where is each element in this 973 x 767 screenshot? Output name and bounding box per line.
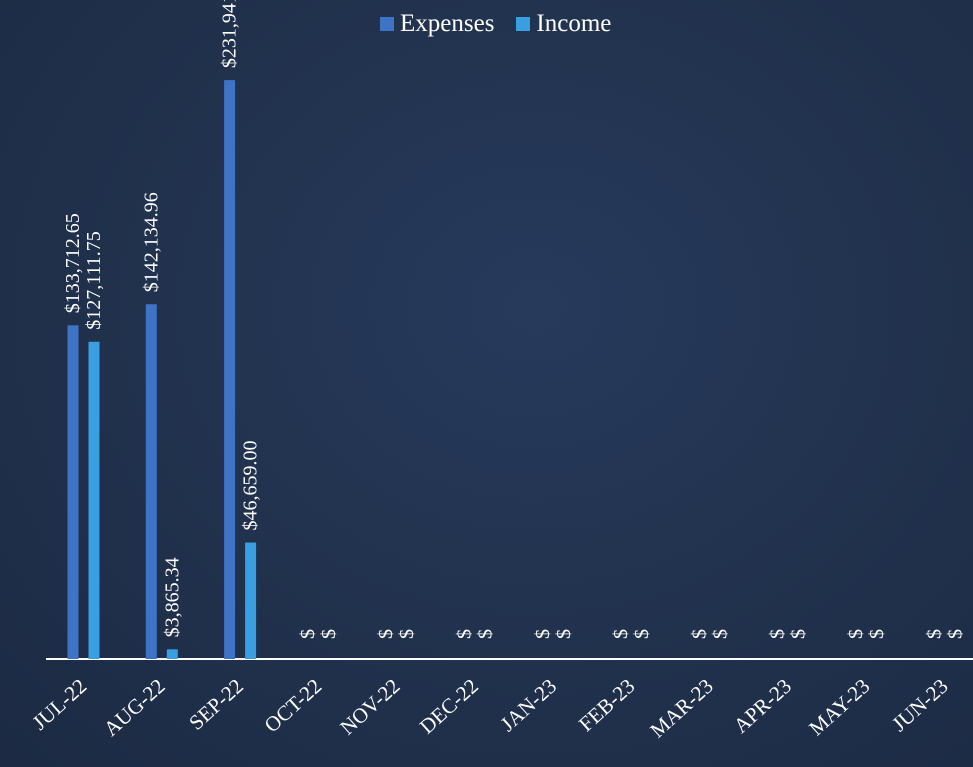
x-tick-label-nov-22: NOV-22	[335, 674, 404, 740]
data-label-income-dec-22: $	[475, 629, 497, 639]
x-tick-label-sep-22: SEP-22	[184, 674, 248, 735]
data-label-expenses-jul-22: $133,712.65	[62, 213, 84, 313]
data-label-expenses-jan-23: $	[532, 629, 554, 639]
data-label-expenses-oct-22: $	[297, 629, 319, 639]
bar-expenses-jul-22[interactable]	[68, 325, 79, 659]
x-tick-label-dec-22: DEC-22	[415, 674, 483, 739]
data-label-expenses-nov-22: $	[375, 629, 397, 639]
x-tick-label-may-23: MAY-23	[804, 674, 874, 741]
data-label-income-jul-22: $127,111.75	[83, 231, 105, 330]
data-label-expenses-mar-23: $	[688, 629, 710, 639]
data-label-income-oct-22: $	[318, 629, 340, 639]
data-label-expenses-aug-22: $142,134.96	[140, 192, 162, 292]
x-tick-label-jan-23: JAN-23	[496, 674, 561, 736]
data-label-income-apr-23: $	[788, 629, 810, 639]
data-label-expenses-jun-23: $	[923, 629, 945, 639]
bar-income-aug-22[interactable]	[167, 649, 178, 659]
data-label-expenses-sep-22: $231,941.	[219, 0, 241, 68]
data-label-expenses-dec-22: $	[454, 629, 476, 639]
bar-expenses-sep-22[interactable]	[224, 80, 235, 659]
data-label-income-jan-23: $	[553, 629, 575, 639]
x-tick-label-apr-23: APR-23	[729, 674, 796, 738]
data-label-income-may-23: $	[866, 629, 888, 639]
data-label-income-feb-23: $	[631, 629, 653, 639]
data-label-income-jun-23: $	[944, 629, 966, 639]
data-label-income-mar-23: $	[709, 629, 731, 639]
data-label-income-nov-22: $	[396, 629, 418, 639]
x-tick-label-oct-22: OCT-22	[260, 674, 327, 737]
bar-income-jul-22[interactable]	[89, 342, 100, 659]
x-tick-label-jul-22: JUL-22	[28, 674, 92, 735]
data-label-income-sep-22: $46,659.00	[240, 441, 262, 531]
bar-expenses-aug-22[interactable]	[146, 304, 157, 659]
data-label-expenses-may-23: $	[845, 629, 867, 639]
data-label-income-aug-22: $3,865.34	[161, 557, 183, 637]
x-tick-label-jun-23: JUN-23	[887, 674, 952, 736]
x-tick-label-aug-22: AUG-22	[99, 674, 170, 741]
bar-income-sep-22[interactable]	[245, 543, 256, 659]
x-tick-label-feb-23: FEB-23	[574, 674, 639, 736]
x-tick-label-mar-23: MAR-23	[645, 674, 717, 743]
data-label-expenses-apr-23: $	[767, 629, 789, 639]
data-label-expenses-feb-23: $	[610, 629, 632, 639]
